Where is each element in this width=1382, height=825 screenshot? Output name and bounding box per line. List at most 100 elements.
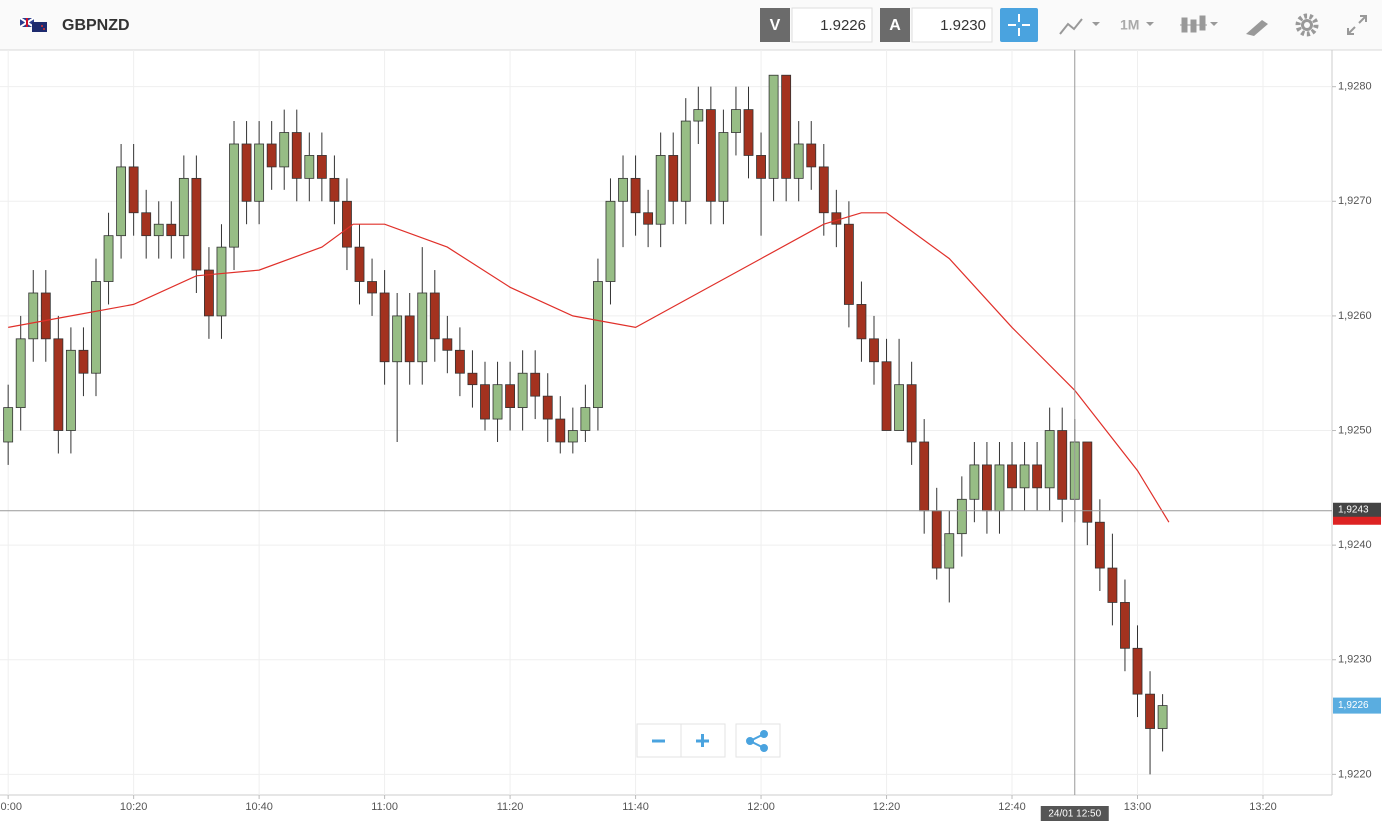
candle-body bbox=[28, 292, 39, 340]
chart-type-button[interactable] bbox=[1059, 18, 1100, 35]
candle-body bbox=[881, 361, 892, 431]
candle-body bbox=[793, 143, 804, 179]
x-tick-label: 12:40 bbox=[998, 801, 1026, 813]
candle-body bbox=[1107, 567, 1118, 603]
y-tick-label: 1,9250 bbox=[1338, 424, 1372, 436]
candle-body bbox=[643, 212, 654, 225]
crosshair-x-tag bbox=[1040, 806, 1109, 821]
candle-body bbox=[65, 349, 76, 431]
symbol: GBPNZD bbox=[62, 17, 130, 34]
candle-body bbox=[178, 177, 189, 237]
moving-average-line bbox=[8, 212, 1170, 523]
candle-body bbox=[304, 155, 315, 179]
toolbar bbox=[0, 0, 1382, 50]
candle-body bbox=[668, 155, 679, 202]
zoom-in[interactable] bbox=[696, 734, 709, 747]
sell-label[interactable]: V bbox=[770, 17, 781, 34]
share-button[interactable] bbox=[735, 723, 781, 758]
share-icon[interactable] bbox=[746, 730, 768, 752]
candle-body bbox=[919, 441, 930, 512]
candle-body bbox=[116, 166, 127, 237]
candle-body bbox=[693, 109, 704, 122]
buy-price-box[interactable] bbox=[911, 7, 993, 43]
candle-body bbox=[392, 315, 403, 363]
candle-body bbox=[630, 177, 641, 214]
candle-body bbox=[818, 166, 829, 214]
x-tick-label: 13:00 bbox=[1124, 801, 1152, 813]
crosshair-x-label: 24/01 12:50 bbox=[1048, 809, 1101, 820]
candle-body bbox=[743, 109, 754, 156]
sell-price-box[interactable] bbox=[791, 7, 873, 43]
candle-body bbox=[567, 430, 578, 443]
candle-body bbox=[894, 384, 905, 431]
candle-body bbox=[429, 292, 440, 340]
candle-body bbox=[404, 315, 415, 363]
sell-price[interactable]: 1.9226 bbox=[820, 17, 866, 34]
candle-body bbox=[316, 155, 327, 179]
candle-body bbox=[906, 384, 917, 443]
x-tick-label: 11:20 bbox=[497, 801, 524, 813]
candle-body bbox=[1019, 464, 1030, 489]
timeframe[interactable]: 1M bbox=[1120, 17, 1139, 33]
x-tick-label: 11:40 bbox=[622, 801, 649, 813]
candle-body bbox=[216, 246, 227, 317]
y-tick-label: 1,9240 bbox=[1338, 539, 1372, 551]
timeframe-caret[interactable] bbox=[1146, 22, 1154, 26]
candle-body bbox=[680, 120, 691, 202]
buy-label[interactable]: A bbox=[889, 17, 901, 34]
candle-body bbox=[291, 132, 302, 179]
candle-body bbox=[1132, 647, 1143, 695]
settings-button[interactable] bbox=[1295, 13, 1319, 37]
sell-button[interactable] bbox=[760, 8, 790, 42]
candle-body bbox=[40, 292, 51, 340]
candle-body bbox=[1007, 464, 1017, 489]
y-tick-label: 1,9280 bbox=[1338, 81, 1372, 93]
candle-body bbox=[869, 338, 879, 363]
crosshair-y-label: 1,9243 bbox=[1338, 504, 1369, 515]
candle-body bbox=[480, 384, 490, 420]
candle-body bbox=[655, 155, 666, 225]
candle-body bbox=[856, 304, 867, 340]
x-tick-label: 12:00 bbox=[747, 801, 775, 813]
candle-body bbox=[191, 177, 202, 271]
candle-body bbox=[342, 200, 352, 248]
candle-body bbox=[204, 269, 214, 317]
x-tick-label: 12:20 bbox=[873, 801, 901, 813]
candle-body bbox=[492, 384, 503, 420]
candle-body bbox=[718, 132, 729, 202]
candle-body bbox=[1082, 441, 1093, 523]
candle-body bbox=[1094, 521, 1105, 569]
candle-body bbox=[3, 407, 14, 443]
crosshair-button[interactable] bbox=[1000, 8, 1038, 42]
candle-body bbox=[1145, 693, 1155, 729]
last-price-tag bbox=[1333, 697, 1381, 714]
candle-body bbox=[969, 464, 980, 500]
candle-body bbox=[1157, 705, 1168, 729]
buy-price[interactable]: 1.9230 bbox=[940, 17, 986, 34]
candle-body bbox=[618, 177, 628, 202]
candle-body bbox=[467, 372, 478, 386]
candle-body bbox=[128, 166, 139, 214]
candle-body bbox=[593, 281, 603, 408]
candle-body bbox=[442, 338, 453, 351]
candles-button[interactable] bbox=[1180, 15, 1218, 33]
candle-body bbox=[843, 223, 854, 305]
candle-body bbox=[781, 74, 792, 179]
candle-body bbox=[354, 246, 365, 282]
candle-body bbox=[141, 212, 152, 237]
candle-body bbox=[831, 212, 842, 225]
plot-area: 1,9220 1,9230 1,9240 1,9250 1,9260 1,9270 1,92… bbox=[0, 50, 1381, 821]
collapse-button[interactable] bbox=[1347, 15, 1367, 35]
draw-tool-button[interactable] bbox=[1246, 20, 1268, 36]
candle-body bbox=[1120, 602, 1130, 649]
x-tick-label: 11:00 bbox=[371, 801, 398, 813]
buy-button[interactable] bbox=[880, 8, 910, 42]
candle-body bbox=[580, 407, 591, 431]
candle-body bbox=[555, 418, 566, 443]
candle-body bbox=[241, 143, 252, 202]
candle-body bbox=[417, 292, 428, 363]
candle-body bbox=[605, 200, 616, 282]
candle-body bbox=[956, 498, 967, 535]
